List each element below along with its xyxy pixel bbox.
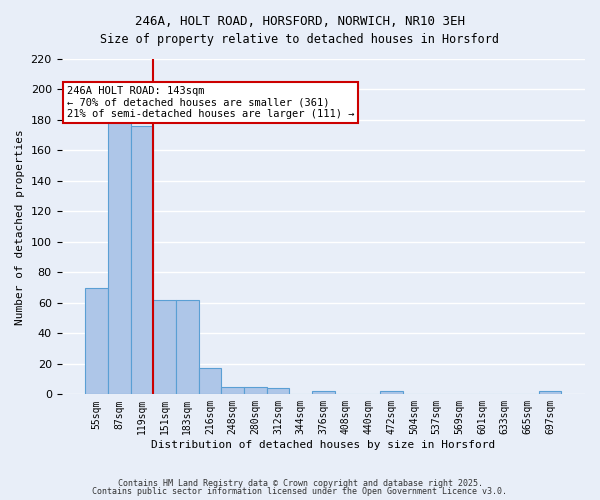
- Bar: [380, 392, 403, 394]
- X-axis label: Distribution of detached houses by size in Horsford: Distribution of detached houses by size …: [151, 440, 496, 450]
- Bar: [154, 300, 176, 394]
- Bar: [108, 116, 131, 394]
- Bar: [131, 126, 154, 394]
- Text: 246A, HOLT ROAD, HORSFORD, NORWICH, NR10 3EH: 246A, HOLT ROAD, HORSFORD, NORWICH, NR10…: [135, 15, 465, 28]
- Bar: [312, 392, 335, 394]
- Bar: [176, 300, 199, 394]
- Bar: [539, 392, 561, 394]
- Bar: [244, 386, 266, 394]
- Text: Contains public sector information licensed under the Open Government Licence v3: Contains public sector information licen…: [92, 487, 508, 496]
- Text: 246A HOLT ROAD: 143sqm
← 70% of detached houses are smaller (361)
21% of semi-de: 246A HOLT ROAD: 143sqm ← 70% of detached…: [67, 86, 354, 119]
- Text: Contains HM Land Registry data © Crown copyright and database right 2025.: Contains HM Land Registry data © Crown c…: [118, 478, 482, 488]
- Y-axis label: Number of detached properties: Number of detached properties: [15, 129, 25, 324]
- Text: Size of property relative to detached houses in Horsford: Size of property relative to detached ho…: [101, 32, 499, 46]
- Bar: [266, 388, 289, 394]
- Bar: [85, 288, 108, 395]
- Bar: [221, 386, 244, 394]
- Bar: [199, 368, 221, 394]
